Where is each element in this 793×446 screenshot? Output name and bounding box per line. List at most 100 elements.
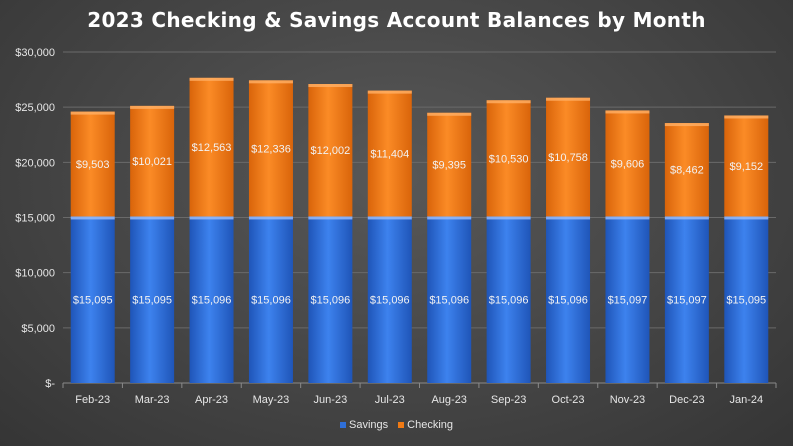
legend-swatch-savings — [340, 422, 346, 428]
bar-highlight-checking — [367, 90, 412, 94]
y-tick-label: $10,000 — [15, 268, 55, 280]
x-tick-label: Jan-24 — [729, 394, 763, 406]
data-label-savings: $15,095 — [132, 295, 172, 307]
data-label-checking: $8,462 — [670, 165, 704, 177]
legend: Savings Checking — [0, 419, 793, 431]
data-label-savings: $15,096 — [489, 295, 529, 307]
bar-checking — [664, 123, 709, 217]
bar-checking — [427, 112, 472, 217]
x-tick-label: Feb-23 — [75, 394, 110, 406]
x-tick-label: Dec-23 — [669, 394, 704, 406]
data-label-savings: $15,096 — [429, 295, 469, 307]
bar-savings — [605, 216, 650, 383]
bar-highlight-checking — [308, 84, 353, 88]
bar-highlight-checking — [546, 97, 591, 101]
bar-savings — [486, 216, 531, 383]
bar-highlight-checking — [724, 115, 769, 119]
bar-highlight-checking — [427, 112, 472, 116]
x-tick-label: Jul-23 — [375, 394, 405, 406]
data-label-checking: $12,336 — [251, 143, 291, 155]
data-label-checking: $12,002 — [310, 145, 350, 157]
data-label-checking: $10,758 — [548, 152, 588, 164]
data-label-checking: $10,530 — [489, 153, 529, 165]
data-label-checking: $9,395 — [432, 160, 466, 172]
bar-checking — [308, 84, 353, 217]
y-tick-label: $5,000 — [21, 323, 55, 335]
data-label-savings: $15,096 — [370, 295, 410, 307]
data-label-savings: $15,096 — [251, 295, 291, 307]
bar-checking — [546, 97, 591, 217]
data-label-checking: $9,503 — [76, 159, 110, 171]
legend-item-checking: Checking — [398, 419, 453, 431]
bar-highlight-checking — [70, 111, 115, 115]
data-label-checking: $12,563 — [192, 142, 232, 154]
bar-savings — [664, 216, 709, 383]
bar-highlight-checking — [486, 100, 531, 104]
data-label-savings: $15,096 — [310, 295, 350, 307]
bar-savings — [70, 216, 115, 383]
bar-checking — [367, 90, 412, 217]
data-label-savings: $15,095 — [726, 295, 766, 307]
chart-title: 2023 Checking & Savings Account Balances… — [87, 8, 706, 32]
legend-item-savings: Savings — [340, 419, 388, 431]
legend-label-checking: Checking — [407, 419, 453, 431]
y-tick-label: $25,000 — [15, 102, 55, 114]
bar-savings — [724, 216, 769, 383]
x-tick-label: Sep-23 — [491, 394, 526, 406]
bar-highlight-savings — [189, 216, 234, 220]
bar-highlight-savings — [248, 216, 293, 220]
bar-highlight-savings — [427, 216, 472, 220]
x-tick-label: Mar-23 — [135, 394, 170, 406]
data-label-checking: $10,021 — [132, 156, 172, 168]
bar-highlight-checking — [664, 123, 709, 127]
bar-highlight-savings — [605, 216, 650, 220]
data-label-savings: $15,096 — [548, 295, 588, 307]
y-tick-label: $15,000 — [15, 213, 55, 225]
x-tick-label: Aug-23 — [431, 394, 466, 406]
bar-checking — [486, 100, 531, 217]
bar-savings — [367, 216, 412, 383]
bar-savings — [248, 216, 293, 383]
x-tick-label: Oct-23 — [552, 394, 585, 406]
bar-highlight-savings — [724, 216, 769, 220]
bar-highlight-savings — [486, 216, 531, 220]
data-label-savings: $15,095 — [73, 295, 113, 307]
data-label-savings: $15,096 — [192, 295, 232, 307]
bar-highlight-savings — [546, 216, 591, 220]
bar-highlight-savings — [130, 216, 175, 220]
x-tick-label: May-23 — [253, 394, 290, 406]
bar-savings — [546, 216, 591, 383]
data-label-checking: $9,152 — [729, 161, 763, 173]
data-label-savings: $15,097 — [667, 295, 707, 307]
bar-highlight-checking — [605, 110, 650, 114]
legend-label-savings: Savings — [349, 419, 389, 431]
legend-swatch-checking — [398, 422, 405, 428]
bar-highlight-checking — [130, 105, 175, 109]
data-label-savings: $15,097 — [608, 295, 648, 307]
bar-highlight-checking — [189, 77, 234, 81]
x-tick-label: Apr-23 — [195, 394, 228, 406]
bar-checking — [605, 110, 650, 217]
bar-savings — [189, 216, 234, 383]
bar-highlight-savings — [70, 216, 115, 220]
bar-checking — [70, 111, 115, 217]
bar-savings — [130, 216, 175, 383]
y-tick-label: $30,000 — [15, 47, 55, 59]
x-tick-label: Jun-23 — [314, 394, 348, 406]
y-tick-label: $- — [45, 378, 55, 390]
bar-checking — [189, 77, 234, 217]
bar-savings — [308, 216, 353, 383]
bar-savings — [427, 216, 472, 383]
x-tick-label: Nov-23 — [610, 394, 645, 406]
data-label-checking: $9,606 — [611, 158, 645, 170]
bar-highlight-savings — [367, 216, 412, 220]
data-label-checking: $11,404 — [370, 149, 409, 161]
bar-checking — [724, 115, 769, 217]
bar-highlight-savings — [308, 216, 353, 220]
bar-highlight-savings — [664, 216, 709, 220]
bar-checking — [130, 105, 175, 217]
bar-highlight-checking — [248, 80, 293, 84]
y-tick-label: $20,000 — [15, 157, 55, 169]
